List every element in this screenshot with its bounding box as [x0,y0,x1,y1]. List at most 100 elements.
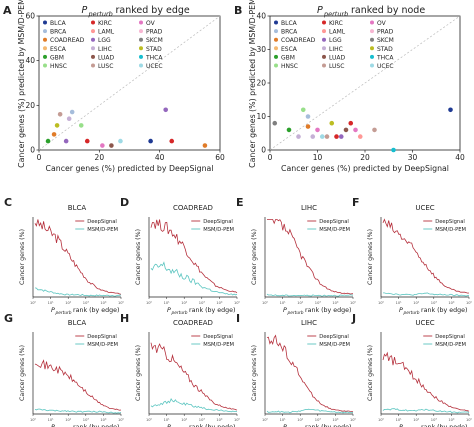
legend-label: DeepSignal [203,334,233,340]
panel-label: D [120,196,129,209]
x-tick-label: 10³ [199,301,206,305]
scatter-point [300,107,306,113]
y-tick-label: 60 [25,12,35,21]
x-tick-label: 40 [155,153,165,162]
x-tick-label: 10⁵ [234,418,241,422]
legend-marker [43,20,47,25]
legend-label: DeepSignal [87,334,117,340]
legend-label: MSM/D-PEM [203,227,234,233]
x-axis-label: rank (by node) [189,424,235,427]
legend-label: ESCA [281,46,298,53]
x-axis-label-symbol: P [283,307,287,314]
legend-marker [274,63,278,68]
x-tick-label: 10³ [315,418,322,422]
scatter-point [286,127,292,133]
scatter-point [305,124,311,129]
x-axis-label: rank (by node) [73,424,119,427]
line-panel-j: J UCEC 10⁰ 10¹ 10² 10³ 10⁴ 10⁵ Cancer genes (%) P… [351,312,473,427]
legend-marker [91,54,95,59]
chart-title-subscript: perturb [88,10,113,18]
legend-label: MSM/D-PEM [203,342,234,348]
panel-label: H [120,312,129,325]
scatter-point [163,107,168,113]
x-axis-label: Cancer genes (%) predicted by DeepSignal [281,164,449,173]
x-tick-label: 10¹ [48,301,55,305]
x-axis-label-symbol: P [51,424,55,427]
legend-label: PRAD [146,29,163,36]
legend-label: GBM [281,54,295,61]
legend-label: MSM/D-PEM [87,227,118,233]
scatter-point [54,123,60,128]
x-tick-label: 10³ [83,418,90,422]
line-panel-e: E LIHC 10⁰ 10¹ 10² 10³ 10⁴ 10⁵ Cancer genes (%) P… [236,196,357,316]
panel-title: LIHC [301,204,317,212]
scatter-point [448,107,453,113]
legend-label: STAD [377,46,393,53]
scatter-point [118,138,123,144]
x-axis-label-symbol: P [399,424,403,427]
x-tick-label: 20 [95,153,105,162]
legend-label: MSM/D-PEM [87,342,118,348]
scatter-point [169,138,175,144]
x-tick-label: 10⁰ [146,418,153,422]
legend-marker [370,54,374,59]
legend-marker [322,46,326,51]
legend-marker [322,29,326,34]
panel-title: UCEC [415,319,434,327]
chart-title-subscript: perturb [323,10,348,18]
legend-label: COADREAD [281,37,316,44]
x-tick-label: 10³ [431,301,438,305]
scatter-point [353,127,358,133]
legend-label: LGG [329,37,342,44]
series-msm-dpem [266,293,354,297]
series-msm-dpem [34,408,122,414]
line-panel-c: C BLCA 10⁰ 10¹ 10² 10³ 10⁴ 10⁵ Cancer genes (%) P… [4,196,125,316]
legend-label: BRCA [50,29,67,36]
x-tick-label: 10³ [431,418,438,422]
x-tick-label: 10³ [83,301,90,305]
x-axis-label: rank (by edge) [73,307,119,314]
legend-marker [43,29,47,34]
legend-marker [322,63,326,68]
y-tick-label: 20 [25,101,35,110]
legend-marker [91,46,95,51]
x-tick-label: 10⁰ [378,301,385,305]
legend-marker [322,37,326,42]
x-tick-label: 10⁰ [378,418,385,422]
legend-marker [370,20,374,25]
x-tick-label: 10⁵ [466,301,473,305]
legend-marker [43,63,47,68]
scatter-point [372,127,377,133]
legend-marker [139,63,143,68]
y-axis-label: Cancer genes (%) [251,229,258,285]
series-msm-dpem [150,398,238,413]
x-tick-label: 10¹ [396,301,403,305]
x-axis-label-symbol: P [167,307,171,314]
y-axis-label: Cancer genes (%) predicted by MSM/D-PEM [17,0,26,168]
legend-label: MSM/D-PEM [435,342,466,348]
chart-title-symbol: P [317,5,323,16]
scatter-point [315,127,320,133]
scatter-point [69,109,75,115]
y-axis-label: Cancer genes (%) [367,345,374,401]
x-axis-label: rank (by node) [421,424,467,427]
x-tick-label: 10⁵ [466,418,473,422]
y-axis-label: Cancer genes (%) [19,229,26,285]
x-tick-label: 10⁴ [100,418,107,422]
chart-title: ranked by node [351,5,425,16]
line-panel-d: D COADREAD 10⁰ 10¹ 10² 10³ 10⁴ 10⁵ Cancer genes … [120,196,241,316]
scatter-point [296,134,301,139]
scatter-point [348,120,354,126]
series-msm-dpem [382,408,470,414]
series-deepsignal [34,219,122,295]
legend-marker [91,63,95,68]
panel-label: F [352,196,360,209]
legend-marker [274,54,278,59]
x-tick-label: 10⁴ [448,418,455,422]
panel-label: C [4,196,12,209]
series-msm-dpem [266,408,353,414]
x-tick-label: 10² [181,301,188,305]
